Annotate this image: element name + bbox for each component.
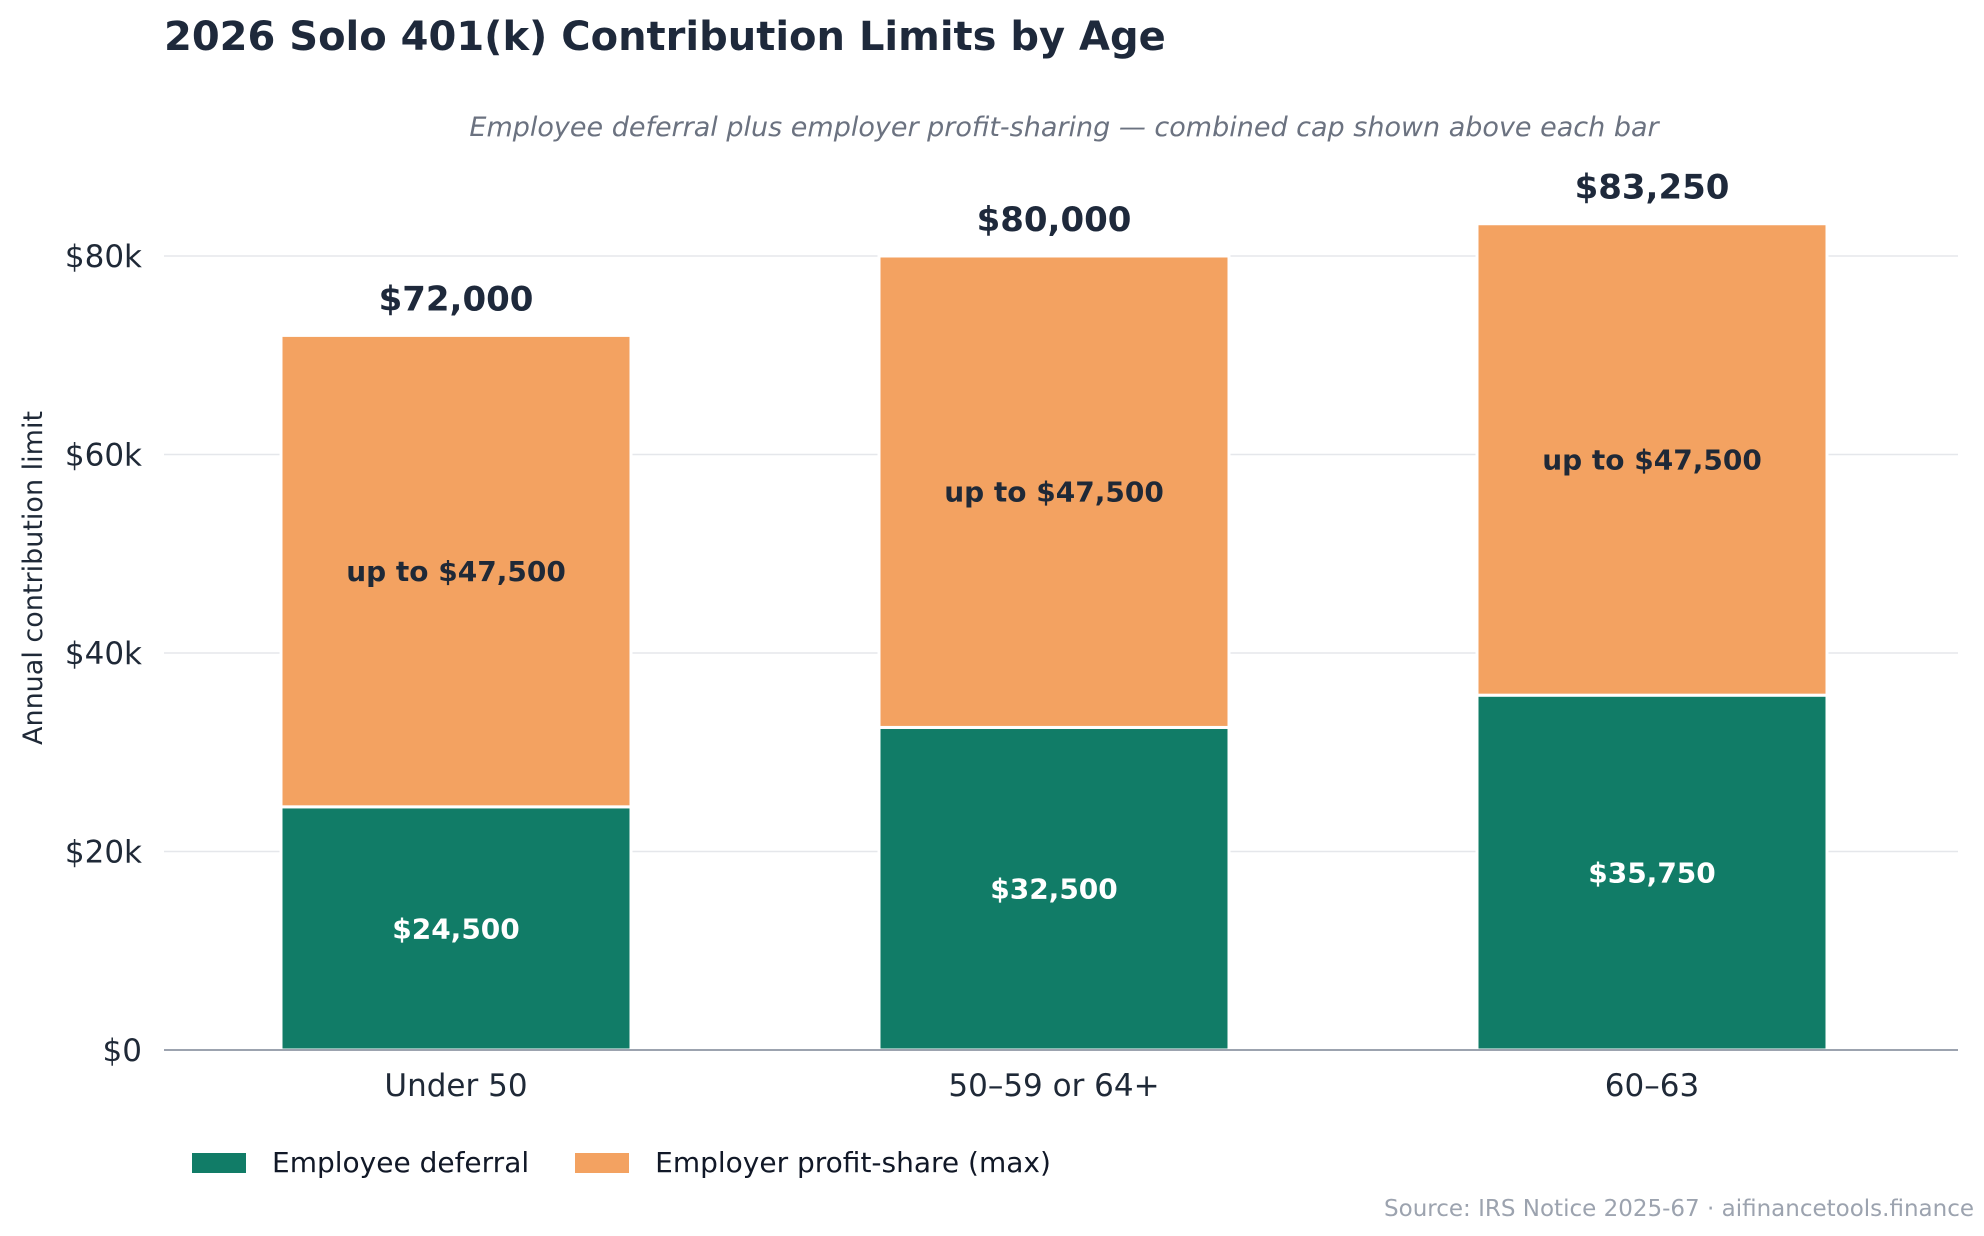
- source-note: Source: IRS Notice 2025-67 · aifinanceto…: [1384, 1196, 1974, 1222]
- bar-value-label: up to $47,500: [1542, 443, 1762, 476]
- y-tick-label: $0: [103, 1033, 142, 1069]
- legend-swatch-employee-deferral: [192, 1152, 246, 1173]
- bar-employer-profit-share: [877, 254, 1231, 729]
- bar-value-label: up to $47,500: [944, 476, 1164, 509]
- x-tick-label: 60–63: [1605, 1068, 1699, 1104]
- x-tick-label: Under 50: [384, 1068, 527, 1104]
- y-tick-label: $40k: [65, 636, 142, 672]
- legend-label-employee-deferral: Employee deferral: [272, 1146, 530, 1179]
- y-tick-label: $60k: [65, 438, 142, 474]
- chart-legend: Employee deferral Employer profit-share …: [192, 1146, 1097, 1179]
- legend-swatch-employer-profit-share: [575, 1152, 630, 1173]
- bar-value-label: up to $47,500: [346, 555, 566, 588]
- chart-title: 2026 Solo 401(k) Contribution Limits by …: [164, 14, 1166, 60]
- y-axis-label: Annual contribution limit: [18, 411, 49, 745]
- bar-employee-deferral: [1475, 693, 1829, 1052]
- legend-item-employer-profit-share: Employer profit-share (max): [575, 1146, 1051, 1179]
- y-tick-label: $20k: [65, 835, 142, 871]
- bar-value-label: $24,500: [392, 912, 520, 945]
- bar-total-label: $72,000: [379, 279, 534, 319]
- bar-total-label: $80,000: [977, 200, 1132, 240]
- legend-item-employee-deferral: Employee deferral: [192, 1146, 529, 1179]
- bar-value-label: $32,500: [990, 873, 1118, 906]
- chart-subtitle: Employee deferral plus employer profit-s…: [469, 112, 1659, 143]
- bar-employer-profit-share: [279, 333, 633, 809]
- x-tick-label: 50–59 or 64+: [948, 1068, 1159, 1104]
- y-tick-label: $80k: [65, 239, 142, 275]
- legend-label-employer-profit-share: Employer profit-share (max): [655, 1146, 1051, 1179]
- bar-employer-profit-share: [1475, 222, 1829, 697]
- bar-value-label: $35,750: [1588, 857, 1716, 890]
- bar-total-label: $83,250: [1575, 168, 1730, 208]
